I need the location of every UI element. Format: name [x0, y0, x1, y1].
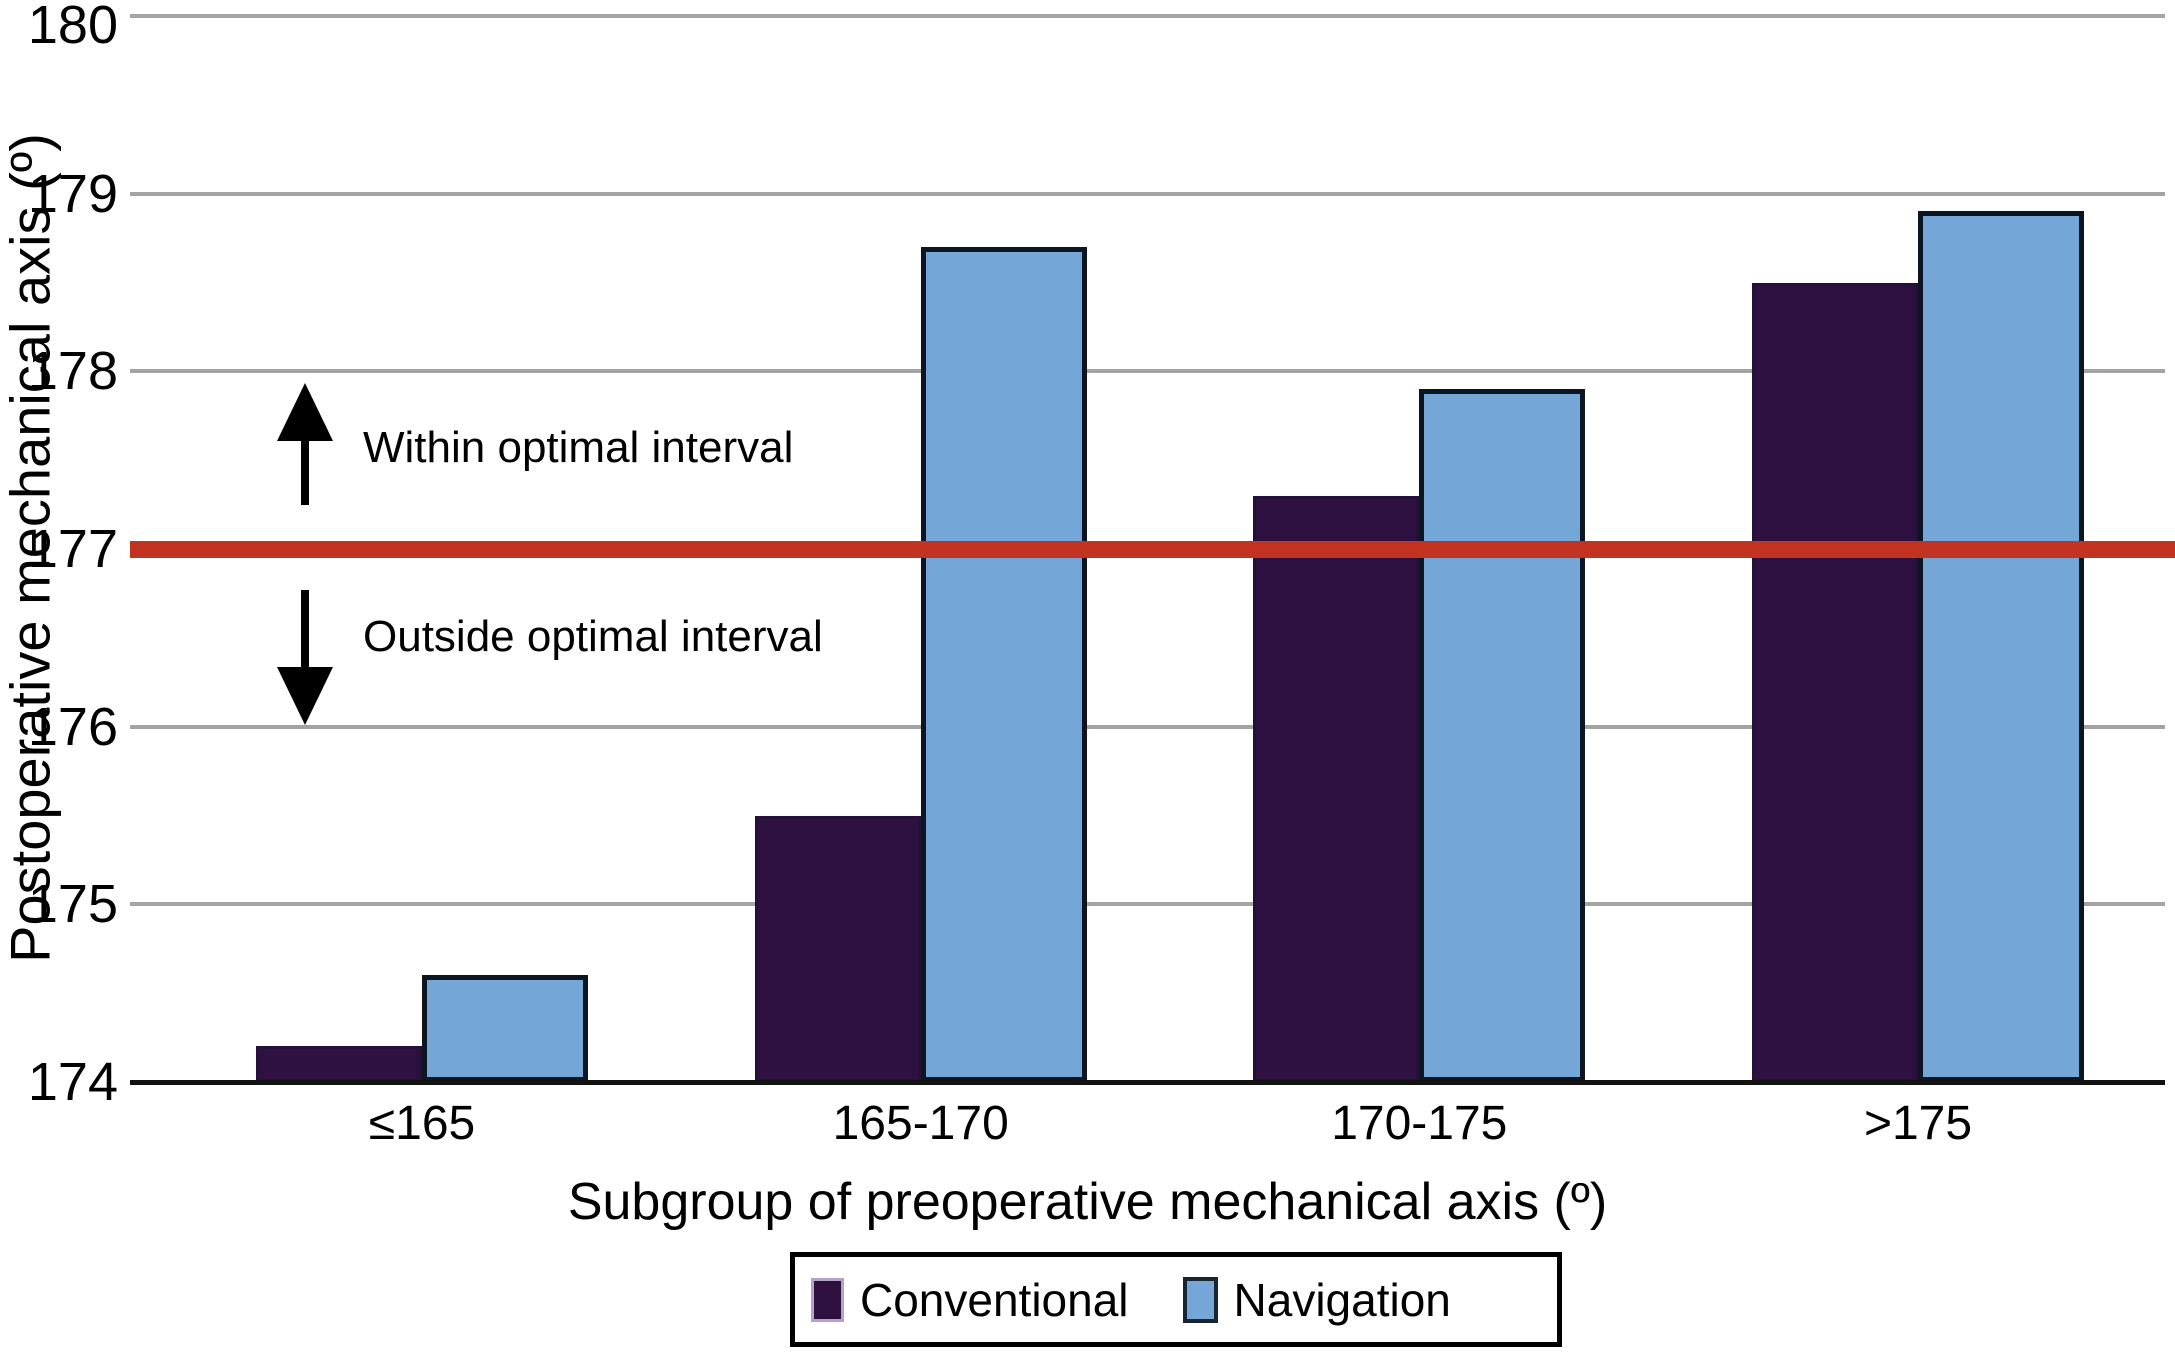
threshold-line — [130, 541, 2175, 558]
gridline-179 — [130, 191, 2165, 196]
gridline-178 — [130, 369, 2165, 374]
gridline-176 — [130, 724, 2165, 729]
ytick-178: 178 — [27, 341, 118, 402]
ytick-176: 176 — [27, 696, 118, 757]
down-arrow-line — [301, 590, 309, 670]
ytick-179: 179 — [27, 163, 118, 224]
legend-label-conventional: Conventional — [860, 1273, 1129, 1326]
bar-conventional->175 — [1752, 282, 1918, 1082]
bar-navigation-170-175 — [1419, 389, 1586, 1082]
legend: Conventional Navigation — [790, 1252, 1562, 1347]
gridline-180 — [130, 14, 2165, 18]
annotation-outside-optimal: Outside optimal interval — [363, 612, 823, 661]
bar-conventional-165-170 — [754, 815, 921, 1082]
down-arrow-icon — [277, 667, 333, 725]
x-axis-title: Subgroup of preoperative mechanical axis… — [567, 1173, 1608, 1231]
bar-conventional-≤165 — [256, 1046, 422, 1082]
up-arrow-icon — [277, 383, 333, 441]
ytick-177: 177 — [27, 519, 118, 579]
legend-swatch-navigation — [1182, 1276, 1218, 1323]
bar-navigation-165-170 — [920, 246, 1087, 1082]
ytick-175: 175 — [27, 874, 118, 935]
xlabel->175: >175 — [1863, 1097, 1973, 1150]
xlabel-≤165: ≤165 — [368, 1097, 476, 1150]
annotation-within-optimal: Within optimal interval — [363, 423, 794, 472]
y-axis-title: Postoperative mechanical axis (º) — [0, 133, 62, 963]
up-arrow-line — [301, 435, 309, 505]
ytick-174: 174 — [27, 1052, 118, 1112]
xlabel-165-170: 165-170 — [832, 1097, 1009, 1150]
gridline-175 — [130, 902, 2165, 907]
ytick-180: 180 — [27, 0, 118, 55]
legend-label-navigation: Navigation — [1233, 1273, 1451, 1326]
xlabel-170-175: 170-175 — [1331, 1097, 1508, 1150]
bar-navigation->175 — [1918, 211, 2084, 1082]
legend-swatch-conventional — [811, 1277, 844, 1322]
bar-conventional-170-175 — [1253, 495, 1420, 1082]
bar-navigation-≤165 — [422, 975, 588, 1082]
x-axis-line — [130, 1080, 2165, 1085]
